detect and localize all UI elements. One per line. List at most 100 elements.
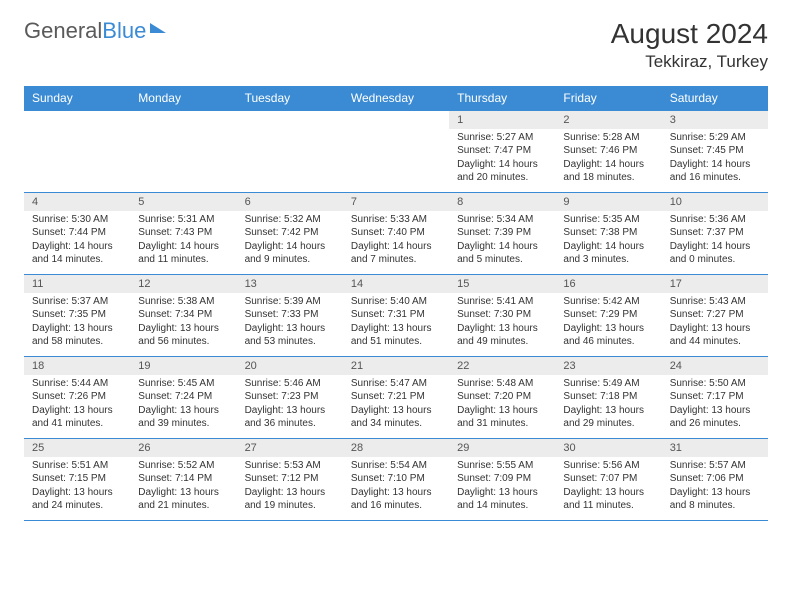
- sunrise-text: Sunrise: 5:44 AM: [32, 377, 122, 391]
- info-cell: Sunrise: 5:48 AMSunset: 7:20 PMDaylight:…: [449, 375, 555, 439]
- date-cell: 20: [237, 357, 343, 375]
- date-cell: 14: [343, 275, 449, 293]
- daylight-text: Daylight: 14 hours and 3 minutes.: [563, 240, 653, 267]
- location-label: Tekkiraz, Turkey: [611, 52, 768, 72]
- sunrise-text: Sunrise: 5:53 AM: [245, 459, 335, 473]
- info-cell: Sunrise: 5:57 AMSunset: 7:06 PMDaylight:…: [662, 457, 768, 521]
- sunrise-text: Sunrise: 5:29 AM: [670, 131, 760, 145]
- date-cell: [24, 111, 130, 129]
- day-header: Thursday: [449, 86, 555, 111]
- date-cell: 1: [449, 111, 555, 129]
- sunset-text: Sunset: 7:15 PM: [32, 472, 122, 486]
- daylight-text: Daylight: 14 hours and 14 minutes.: [32, 240, 122, 267]
- sunset-text: Sunset: 7:09 PM: [457, 472, 547, 486]
- sunrise-text: Sunrise: 5:50 AM: [670, 377, 760, 391]
- date-cell: 25: [24, 439, 130, 457]
- daylight-text: Daylight: 13 hours and 56 minutes.: [138, 322, 228, 349]
- daylight-text: Daylight: 13 hours and 51 minutes.: [351, 322, 441, 349]
- sunrise-text: Sunrise: 5:54 AM: [351, 459, 441, 473]
- info-cell: Sunrise: 5:31 AMSunset: 7:43 PMDaylight:…: [130, 211, 236, 275]
- logo-triangle-icon: [150, 23, 166, 33]
- daylight-text: Daylight: 13 hours and 14 minutes.: [457, 486, 547, 513]
- daylight-text: Daylight: 13 hours and 31 minutes.: [457, 404, 547, 431]
- sunset-text: Sunset: 7:26 PM: [32, 390, 122, 404]
- date-cell: 12: [130, 275, 236, 293]
- info-cell: Sunrise: 5:28 AMSunset: 7:46 PMDaylight:…: [555, 129, 661, 193]
- date-cell: [343, 111, 449, 129]
- day-header: Sunday: [24, 86, 130, 111]
- info-cell: [130, 129, 236, 193]
- date-cell: 29: [449, 439, 555, 457]
- sunset-text: Sunset: 7:24 PM: [138, 390, 228, 404]
- day-header: Monday: [130, 86, 236, 111]
- calendar-table: Sunday Monday Tuesday Wednesday Thursday…: [24, 86, 768, 521]
- info-row: Sunrise: 5:44 AMSunset: 7:26 PMDaylight:…: [24, 375, 768, 439]
- info-cell: Sunrise: 5:33 AMSunset: 7:40 PMDaylight:…: [343, 211, 449, 275]
- daylight-text: Daylight: 13 hours and 44 minutes.: [670, 322, 760, 349]
- logo-text-a: General: [24, 18, 102, 43]
- sunrise-text: Sunrise: 5:52 AM: [138, 459, 228, 473]
- sunset-text: Sunset: 7:07 PM: [563, 472, 653, 486]
- daylight-text: Daylight: 13 hours and 41 minutes.: [32, 404, 122, 431]
- daylight-text: Daylight: 13 hours and 21 minutes.: [138, 486, 228, 513]
- daylight-text: Daylight: 13 hours and 49 minutes.: [457, 322, 547, 349]
- sunset-text: Sunset: 7:33 PM: [245, 308, 335, 322]
- sunrise-text: Sunrise: 5:32 AM: [245, 213, 335, 227]
- daylight-text: Daylight: 14 hours and 11 minutes.: [138, 240, 228, 267]
- sunrise-text: Sunrise: 5:35 AM: [563, 213, 653, 227]
- info-cell: Sunrise: 5:51 AMSunset: 7:15 PMDaylight:…: [24, 457, 130, 521]
- sunset-text: Sunset: 7:10 PM: [351, 472, 441, 486]
- date-cell: 11: [24, 275, 130, 293]
- sunset-text: Sunset: 7:38 PM: [563, 226, 653, 240]
- info-row: Sunrise: 5:51 AMSunset: 7:15 PM Daylight:…: [24, 457, 768, 521]
- date-cell: 21: [343, 357, 449, 375]
- info-cell: [343, 129, 449, 193]
- sunset-text: Sunset: 7:29 PM: [563, 308, 653, 322]
- logo-text: GeneralBlue: [24, 18, 146, 44]
- daylight-text: Daylight: 13 hours and 26 minutes.: [670, 404, 760, 431]
- date-cell: 13: [237, 275, 343, 293]
- sunrise-text: Sunrise: 5:36 AM: [670, 213, 760, 227]
- sunset-text: Sunset: 7:40 PM: [351, 226, 441, 240]
- sunrise-text: Sunrise: 5:48 AM: [457, 377, 547, 391]
- page-title: August 2024: [611, 18, 768, 50]
- sunset-text: Sunset: 7:31 PM: [351, 308, 441, 322]
- date-cell: 5: [130, 193, 236, 211]
- sunset-text: Sunset: 7:34 PM: [138, 308, 228, 322]
- sunrise-text: Sunrise: 5:51 AM: [32, 459, 122, 473]
- day-header-row: Sunday Monday Tuesday Wednesday Thursday…: [24, 86, 768, 111]
- date-cell: 24: [662, 357, 768, 375]
- sunrise-text: Sunrise: 5:56 AM: [563, 459, 653, 473]
- info-cell: Sunrise: 5:32 AMSunset: 7:42 PMDaylight:…: [237, 211, 343, 275]
- date-row: 123: [24, 111, 768, 129]
- info-cell: Sunrise: 5:54 AMSunset: 7:10 PMDaylight:…: [343, 457, 449, 521]
- sunset-text: Sunset: 7:39 PM: [457, 226, 547, 240]
- date-row: 45678910: [24, 193, 768, 211]
- info-cell: Sunrise: 5:39 AMSunset: 7:33 PMDaylight:…: [237, 293, 343, 357]
- daylight-text: Daylight: 13 hours and 29 minutes.: [563, 404, 653, 431]
- info-cell: Sunrise: 5:45 AMSunset: 7:24 PMDaylight:…: [130, 375, 236, 439]
- daylight-text: Daylight: 13 hours and 11 minutes.: [563, 486, 653, 513]
- logo-text-b: Blue: [102, 18, 146, 43]
- sunrise-text: Sunrise: 5:57 AM: [670, 459, 760, 473]
- sunrise-text: Sunrise: 5:37 AM: [32, 295, 122, 309]
- sunset-text: Sunset: 7:17 PM: [670, 390, 760, 404]
- info-cell: Sunrise: 5:40 AMSunset: 7:31 PMDaylight:…: [343, 293, 449, 357]
- sunset-text: Sunset: 7:12 PM: [245, 472, 335, 486]
- date-cell: [130, 111, 236, 129]
- info-cell: [24, 129, 130, 193]
- info-cell: Sunrise: 5:36 AMSunset: 7:37 PMDaylight:…: [662, 211, 768, 275]
- sunset-text: Sunset: 7:14 PM: [138, 472, 228, 486]
- sunset-text: Sunset: 7:20 PM: [457, 390, 547, 404]
- daylight-text: Daylight: 13 hours and 36 minutes.: [245, 404, 335, 431]
- sunset-text: Sunset: 7:44 PM: [32, 226, 122, 240]
- info-cell: Sunrise: 5:27 AMSunset: 7:47 PMDaylight:…: [449, 129, 555, 193]
- date-cell: 4: [24, 193, 130, 211]
- sunrise-text: Sunrise: 5:34 AM: [457, 213, 547, 227]
- sunset-text: Sunset: 7:21 PM: [351, 390, 441, 404]
- info-cell: Sunrise: 5:44 AMSunset: 7:26 PMDaylight:…: [24, 375, 130, 439]
- sunrise-text: Sunrise: 5:46 AM: [245, 377, 335, 391]
- daylight-text: Daylight: 13 hours and 46 minutes.: [563, 322, 653, 349]
- daylight-text: Daylight: 13 hours and 34 minutes.: [351, 404, 441, 431]
- info-cell: Sunrise: 5:47 AMSunset: 7:21 PMDaylight:…: [343, 375, 449, 439]
